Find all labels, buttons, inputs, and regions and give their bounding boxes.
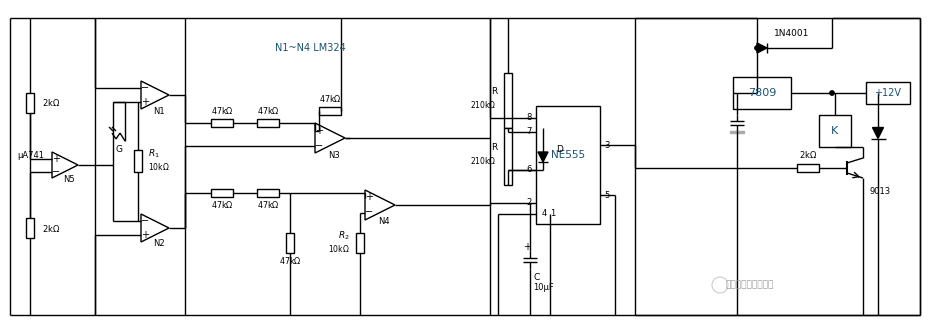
- Text: +: +: [365, 192, 373, 202]
- Text: 汽车维修技术与知识: 汽车维修技术与知识: [726, 280, 774, 289]
- Text: 4: 4: [542, 209, 548, 218]
- Bar: [504, 128, 512, 185]
- Text: +12V: +12V: [874, 88, 901, 98]
- Polygon shape: [872, 128, 884, 139]
- Polygon shape: [757, 43, 767, 53]
- Bar: [26, 93, 34, 113]
- Polygon shape: [538, 152, 548, 162]
- Text: 2k$\Omega$: 2k$\Omega$: [42, 98, 61, 109]
- Text: +: +: [52, 154, 60, 164]
- Circle shape: [755, 46, 759, 50]
- Text: +: +: [141, 97, 149, 107]
- Text: 2k$\Omega$: 2k$\Omega$: [799, 149, 817, 160]
- Text: 7809: 7809: [748, 88, 776, 98]
- Text: N5: N5: [63, 174, 75, 183]
- Text: 47k$\Omega$: 47k$\Omega$: [279, 255, 301, 266]
- Polygon shape: [141, 81, 169, 109]
- Text: 2: 2: [527, 198, 532, 207]
- Bar: [356, 233, 364, 253]
- Text: 47k$\Omega$: 47k$\Omega$: [211, 199, 233, 210]
- Text: 1: 1: [550, 209, 555, 218]
- Text: μA741: μA741: [17, 151, 44, 160]
- Text: C: C: [533, 273, 539, 282]
- Text: −: −: [365, 207, 373, 217]
- Bar: [286, 233, 294, 253]
- Text: $R_1$: $R_1$: [148, 148, 160, 160]
- Text: 47k$\Omega$: 47k$\Omega$: [319, 94, 341, 105]
- Text: 47k$\Omega$: 47k$\Omega$: [211, 106, 233, 117]
- Polygon shape: [730, 131, 744, 133]
- Text: R: R: [491, 143, 497, 152]
- Text: 1N4001: 1N4001: [774, 30, 809, 39]
- Text: D: D: [556, 145, 563, 154]
- Text: 210k$\Omega$: 210k$\Omega$: [470, 155, 497, 166]
- Text: 10k$\Omega$: 10k$\Omega$: [328, 242, 350, 253]
- Bar: [866, 82, 910, 104]
- Text: 3: 3: [604, 141, 609, 150]
- Text: 2k$\Omega$: 2k$\Omega$: [42, 222, 61, 233]
- Text: 6: 6: [526, 166, 532, 174]
- Text: −: −: [141, 216, 149, 226]
- Text: 210k$\Omega$: 210k$\Omega$: [470, 99, 497, 110]
- Text: 5: 5: [604, 190, 609, 199]
- Text: 7: 7: [526, 127, 532, 136]
- Text: 10μF: 10μF: [533, 283, 554, 292]
- Bar: [536, 106, 600, 224]
- Text: K: K: [831, 126, 839, 136]
- Bar: [257, 119, 279, 127]
- Bar: [211, 189, 233, 197]
- Bar: [819, 115, 851, 147]
- Text: +: +: [523, 242, 531, 252]
- Bar: [26, 218, 34, 238]
- Polygon shape: [365, 190, 395, 220]
- Text: G: G: [116, 145, 122, 154]
- Circle shape: [755, 46, 759, 50]
- Text: 47k$\Omega$: 47k$\Omega$: [257, 199, 279, 210]
- Bar: [733, 77, 791, 109]
- Text: 10k$\Omega$: 10k$\Omega$: [148, 161, 170, 171]
- Polygon shape: [315, 123, 345, 153]
- Bar: [797, 164, 819, 172]
- Text: −: −: [315, 141, 323, 151]
- Text: N1: N1: [153, 107, 165, 116]
- Text: N4: N4: [378, 217, 390, 226]
- Bar: [257, 189, 279, 197]
- Text: +: +: [141, 230, 149, 240]
- Text: NE555: NE555: [551, 150, 585, 160]
- Text: $R_2$: $R_2$: [339, 230, 350, 242]
- Polygon shape: [52, 152, 78, 178]
- Bar: [211, 119, 233, 127]
- Text: 9013: 9013: [869, 186, 890, 195]
- Bar: [134, 150, 142, 172]
- Polygon shape: [141, 214, 169, 242]
- Circle shape: [830, 91, 834, 95]
- Bar: [504, 73, 512, 128]
- Text: 47k$\Omega$: 47k$\Omega$: [257, 106, 279, 117]
- Circle shape: [830, 91, 834, 95]
- Bar: [319, 107, 341, 115]
- Text: N2: N2: [153, 239, 165, 248]
- Text: −: −: [52, 166, 60, 176]
- Text: +: +: [315, 126, 323, 136]
- Text: N1~N4 LM324: N1~N4 LM324: [274, 43, 345, 53]
- Text: R: R: [491, 87, 497, 96]
- Text: −: −: [141, 83, 149, 93]
- Text: 8: 8: [526, 114, 532, 123]
- Text: N3: N3: [328, 151, 340, 160]
